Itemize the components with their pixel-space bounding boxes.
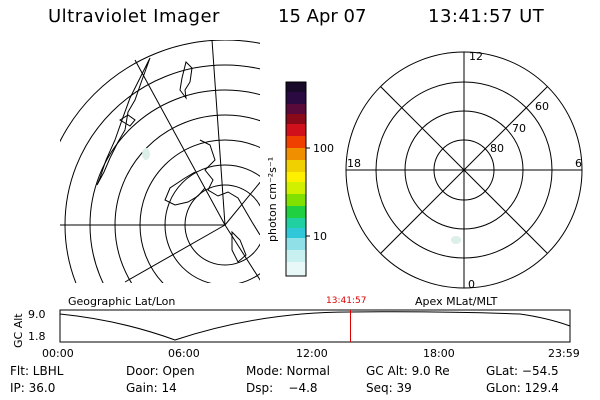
colorbar (285, 81, 310, 277)
lat-label-60: 60 (535, 100, 549, 113)
x-tick-0600: 06:00 (168, 347, 200, 360)
y-tick-9: 9.0 (28, 308, 46, 321)
mlt-label-6: 6 (575, 157, 582, 170)
marker-time-value: 13:41:57 (326, 296, 367, 306)
lat-label-80: 80 (490, 142, 504, 155)
mlt-label-12: 12 (469, 50, 483, 63)
app-title: Ultraviolet Imager (48, 6, 220, 27)
x-tick-1800: 18:00 (423, 347, 455, 360)
aurora-blob-geo (142, 148, 150, 160)
info-filter: Flt: LBHL (10, 364, 64, 378)
y-tick-1.8: 1.8 (28, 330, 46, 343)
info-seq: Seq: 39 (366, 381, 412, 395)
apex-label: Apex MLat/MLT (415, 295, 498, 308)
date-display: 15 Apr 07 (278, 6, 367, 27)
altitude-timeline (59, 309, 571, 343)
time-display: 13:41:57 UT (428, 6, 545, 27)
geographic-label: Geographic Lat/Lon (68, 295, 175, 308)
y-axis-label: GC Alt (12, 313, 25, 348)
x-tick-2359: 23:59 (548, 347, 580, 360)
colorbar-unit-label: photon cm⁻²s⁻¹ (266, 157, 279, 242)
geographic-map (60, 40, 260, 283)
x-tick-1200: 12:00 (296, 347, 328, 360)
aurora-blob-polar (451, 236, 461, 244)
mlt-label-18: 18 (347, 157, 361, 170)
info-door: Door: Open (126, 364, 195, 378)
colorbar-tick-100: 100 (313, 142, 334, 155)
polar-plot (345, 51, 583, 289)
info-dsp: Dsp: −4.8 (246, 381, 318, 395)
x-tick-0000: 00:00 (42, 347, 74, 360)
info-mode: Mode: Normal (246, 364, 330, 378)
info-glon: GLon: 129.4 (486, 381, 559, 395)
info-ip: IP: 36.0 (10, 381, 56, 395)
colorbar-tick-10: 10 (313, 230, 327, 243)
info-gain: Gain: 14 (126, 381, 177, 395)
info-gc-alt: GC Alt: 9.0 Re (366, 364, 450, 378)
info-glat: GLat: −54.5 (486, 364, 559, 378)
lat-label-70: 70 (512, 122, 526, 135)
mlt-label-0: 0 (468, 278, 475, 291)
